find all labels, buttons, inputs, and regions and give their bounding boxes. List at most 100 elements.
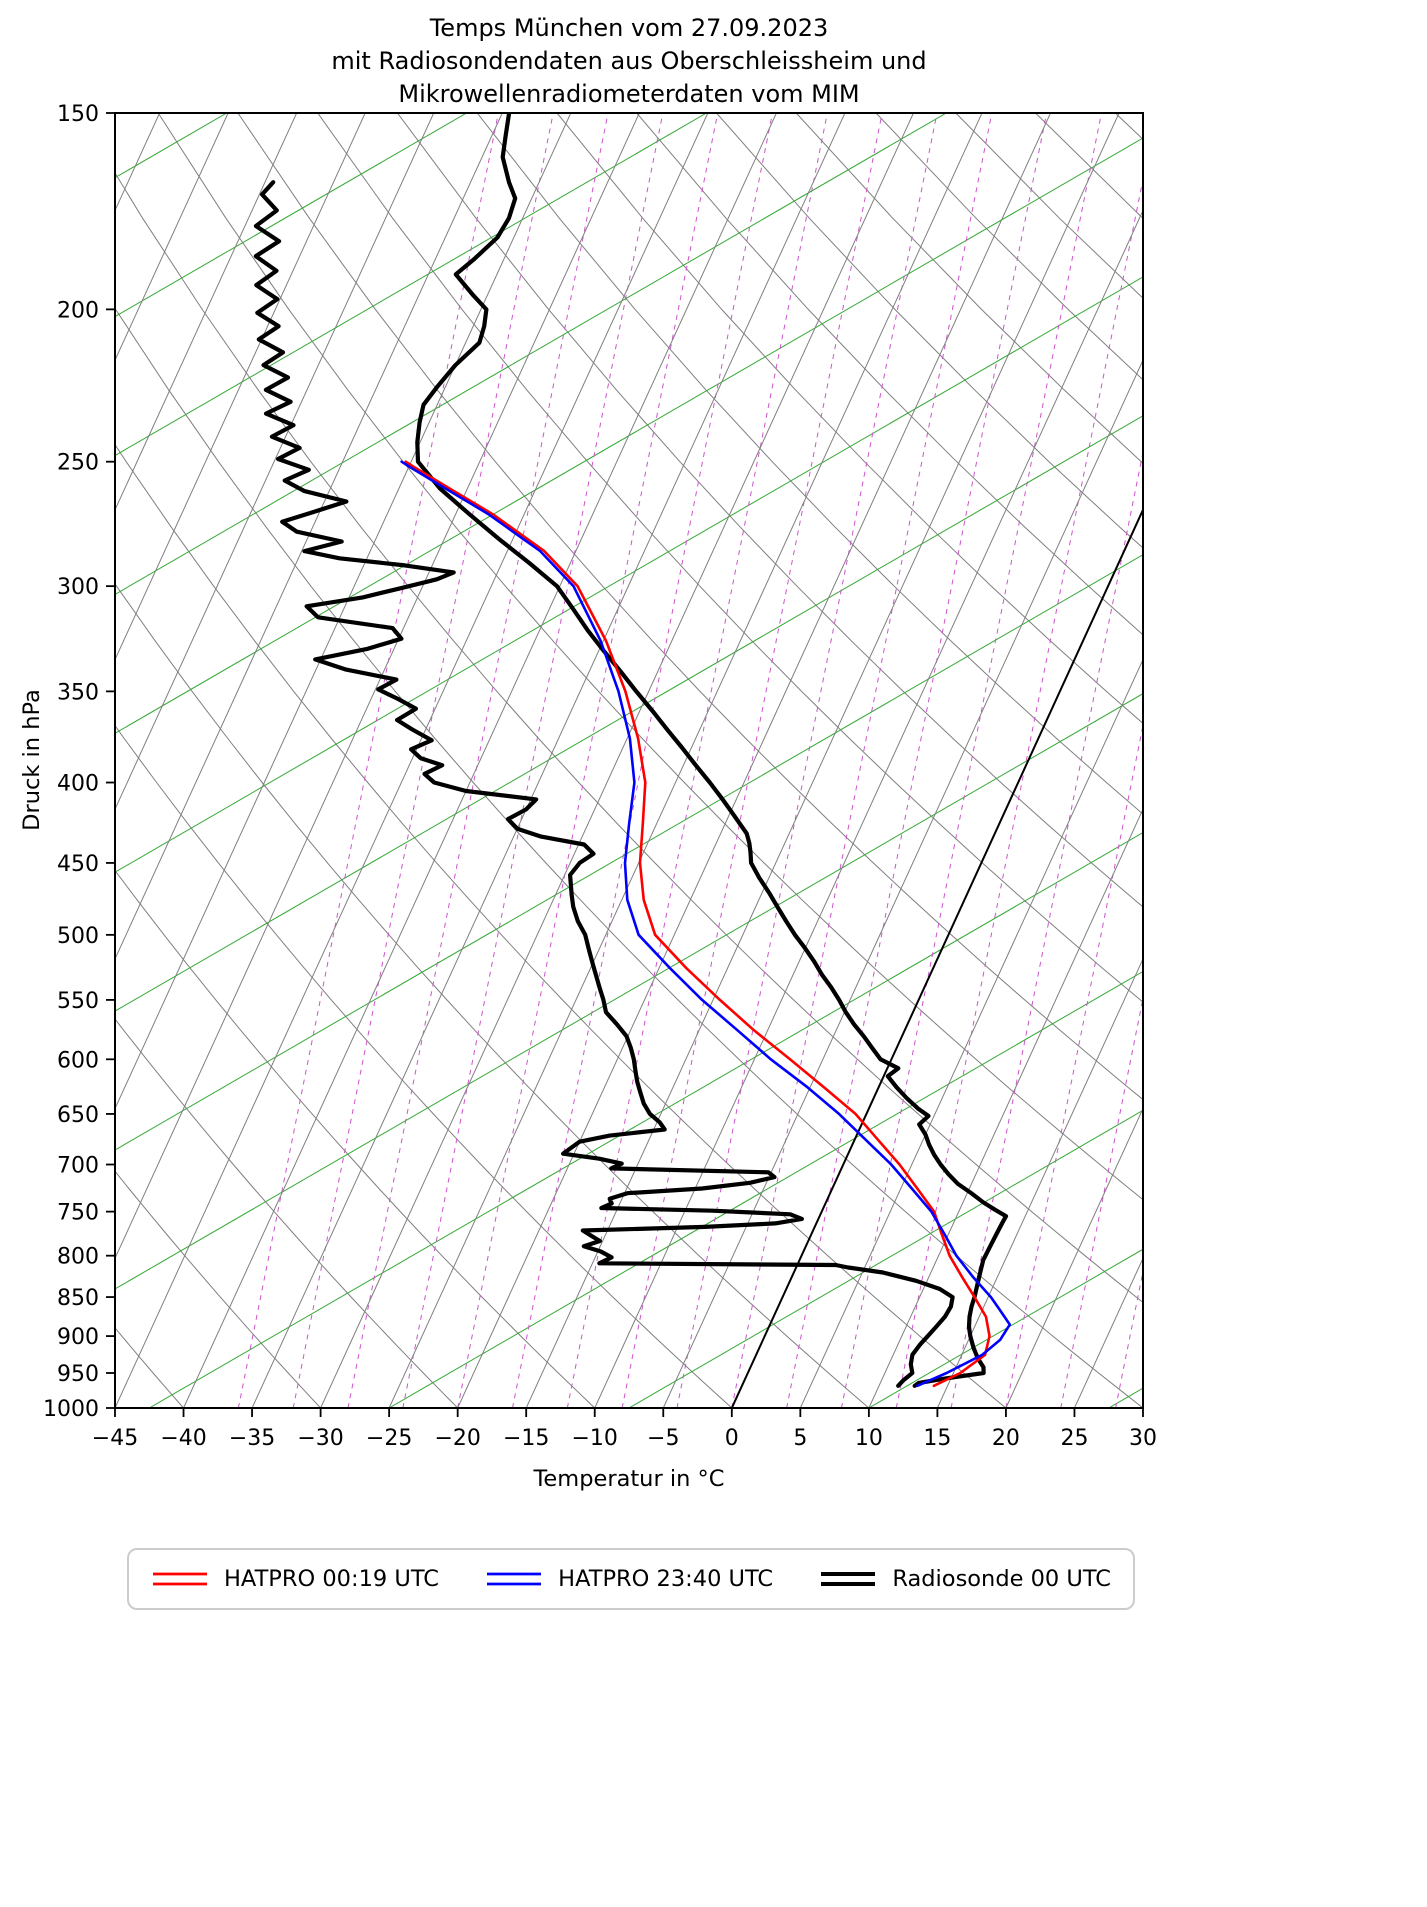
dry-adiabat-line xyxy=(115,307,1143,1408)
y-tick-label: 1000 xyxy=(43,1397,99,1422)
mixing-ratio-line xyxy=(402,113,664,1408)
chart-title: Temps München vom 27.09.2023 mit Radioso… xyxy=(0,12,1258,111)
chart-title-line-1: Temps München vom 27.09.2023 xyxy=(429,14,829,42)
moist-adiabat-line xyxy=(149,831,1143,1408)
dry-adiabat-line xyxy=(875,113,1143,381)
isotherm-line xyxy=(115,113,709,1408)
x-tick-label: 5 xyxy=(793,1426,807,1451)
isotherm-line xyxy=(457,113,1051,1408)
dry-adiabat-line xyxy=(476,113,1143,815)
y-tick-label: 200 xyxy=(57,298,99,323)
curve-hatpro-2340 xyxy=(400,460,1012,1388)
legend-entry-hatpro-2340: HATPRO 23:40 UTC xyxy=(485,1566,773,1592)
legend-line-sample-black-icon xyxy=(821,1572,876,1586)
y-tick-label: 250 xyxy=(57,451,99,476)
y-tick-label: 150 xyxy=(57,102,99,127)
x-tick-label: −35 xyxy=(229,1426,275,1451)
dry-adiabat-line xyxy=(1114,113,1143,140)
legend: HATPRO 00:19 UTC HATPRO 23:40 UTC Radios… xyxy=(127,1548,1135,1610)
y-tick-label: 900 xyxy=(57,1325,99,1350)
dry-adiabat-line xyxy=(115,443,1007,1408)
moist-adiabat-line xyxy=(115,113,707,457)
x-tick-label: −15 xyxy=(503,1426,549,1451)
y-tick-label: 850 xyxy=(57,1286,99,1311)
isotherm-line xyxy=(115,113,572,1110)
y-tick-label: 700 xyxy=(57,1154,99,1179)
isotherm-line xyxy=(115,113,503,961)
isotherm-line xyxy=(388,113,983,1408)
curve-radiosonde-temperature xyxy=(415,113,1009,1388)
mixing-ratio-line xyxy=(566,113,828,1408)
y-axis-label: Druck in hPa xyxy=(19,689,45,831)
mixing-ratio-line xyxy=(731,113,993,1408)
isotherm-line xyxy=(115,113,229,362)
y-tick-label: 800 xyxy=(57,1245,99,1270)
isotherm-line xyxy=(1005,1107,1143,1408)
dry-adiabat-line xyxy=(1035,113,1143,220)
isotherm-line xyxy=(799,658,1143,1408)
mixing-ratio-line xyxy=(457,113,719,1408)
x-tick-label: −10 xyxy=(572,1426,618,1451)
mixing-ratio-line xyxy=(840,113,1102,1408)
x-tick-label: −20 xyxy=(434,1426,480,1451)
mixing-ratio-line xyxy=(1115,1268,1143,1408)
mixing-ratio-line xyxy=(1060,995,1143,1408)
mixing-ratio-line xyxy=(676,113,938,1408)
y-tick-label: 350 xyxy=(57,680,99,705)
legend-label-hatpro-2340: HATPRO 23:40 UTC xyxy=(558,1566,774,1592)
legend-entry-radiosonde: Radiosonde 00 UTC xyxy=(819,1566,1111,1592)
moist-adiabat-line xyxy=(115,693,1143,1290)
isotherm-line xyxy=(115,113,435,811)
mixing-ratio-line xyxy=(895,176,1143,1408)
legend-line-sample-blue-icon xyxy=(487,1572,542,1586)
moist-adiabat-line xyxy=(115,415,1143,1012)
mixing-ratio-line xyxy=(950,449,1143,1408)
dry-adiabat-line xyxy=(115,1018,459,1408)
plot-frame xyxy=(114,112,1144,1409)
isotherm-line xyxy=(1142,1406,1143,1408)
x-tick-label: 10 xyxy=(855,1426,883,1451)
dry-adiabat-line xyxy=(157,113,1143,1201)
moist-adiabat-line xyxy=(628,1109,1143,1408)
x-tick-label: −40 xyxy=(160,1426,206,1451)
y-tick-label: 400 xyxy=(57,772,99,797)
curve-hatpro-0019 xyxy=(404,460,991,1388)
dry-adiabat-line xyxy=(556,113,1143,725)
moist-adiabat-line xyxy=(115,276,1143,873)
y-tick-label: 750 xyxy=(57,1201,99,1226)
grid-lines xyxy=(115,113,1143,1408)
mixing-ratio-line xyxy=(237,113,499,1408)
moist-adiabat-line xyxy=(115,554,1143,1151)
curve-radiosonde-dewpoint xyxy=(253,180,955,1388)
isotherm-line xyxy=(115,113,298,512)
isotherm-line xyxy=(320,113,914,1408)
x-tick-label: −5 xyxy=(647,1426,679,1451)
legend-entry-hatpro-0019: HATPRO 00:19 UTC xyxy=(151,1566,439,1592)
mixing-ratio-line xyxy=(786,113,1048,1408)
x-tick-label: 0 xyxy=(725,1426,739,1451)
dry-adiabat-line xyxy=(115,1170,321,1408)
y-tick-label: 500 xyxy=(57,924,99,949)
x-tick-label: −45 xyxy=(92,1426,138,1451)
dry-adiabat-line xyxy=(396,113,1143,908)
moist-adiabat-line xyxy=(1108,1387,1143,1408)
y-tick-label: 550 xyxy=(57,989,99,1014)
isotherm-line xyxy=(662,358,1143,1408)
moist-adiabat-line xyxy=(115,137,1143,734)
dry-adiabat-line xyxy=(115,172,1143,1304)
dry-adiabat-line xyxy=(115,583,870,1408)
skewt-diagram: −45 −40 −35 −30 −25 −20 −15 −10 −5 0 5 10 15 20 25 30 15… xyxy=(43,102,1157,1451)
isotherm-line xyxy=(183,113,777,1408)
y-tick-label: 600 xyxy=(57,1048,99,1073)
isotherm-line xyxy=(115,113,640,1260)
isotherm-line xyxy=(525,113,1120,1408)
y-tick-label: 950 xyxy=(57,1362,99,1387)
chart-title-line-3: Mikrowellenradiometerdaten vom MIM xyxy=(398,80,860,108)
moist-adiabat-line xyxy=(115,113,947,595)
x-axis-label: Temperatur in °C xyxy=(533,1466,725,1492)
legend-label-radiosonde: Radiosonde 00 UTC xyxy=(892,1566,1111,1592)
legend-line-sample-red-icon xyxy=(153,1572,207,1586)
chart-title-line-2: mit Radiosondendaten aus Oberschleisshei… xyxy=(331,47,927,75)
isotherm-line xyxy=(115,113,366,661)
